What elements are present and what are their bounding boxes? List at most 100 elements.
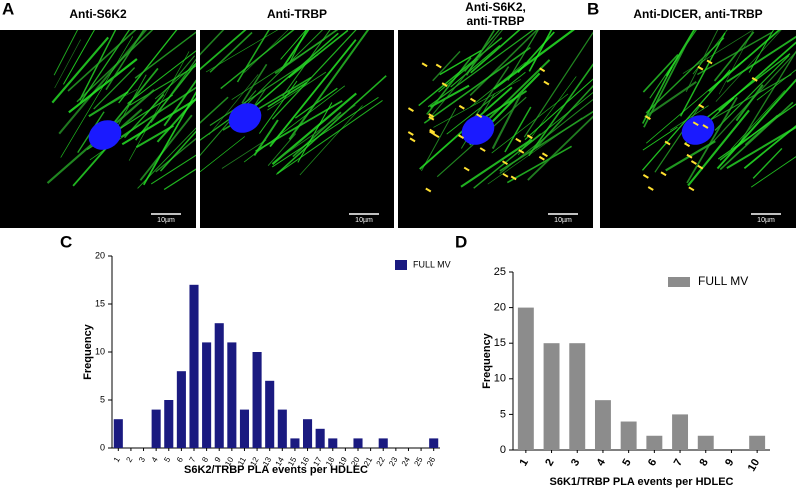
y-axis-label: Frequency <box>82 323 94 380</box>
fiber <box>200 136 245 173</box>
fiber <box>63 30 95 85</box>
fiber <box>135 124 174 149</box>
arrow <box>697 164 704 170</box>
x-tick-label: 7 <box>672 457 685 468</box>
x-tick-label: 4 <box>150 455 160 464</box>
fiber <box>275 100 383 175</box>
fiber <box>726 126 796 169</box>
fiber <box>134 31 196 79</box>
bar <box>328 438 338 448</box>
x-tick-label: 6 <box>175 455 185 464</box>
fiber <box>418 37 503 107</box>
fiber <box>714 55 790 131</box>
fiber <box>271 30 357 120</box>
y-tick-label: 10 <box>95 346 105 356</box>
fiber <box>280 104 356 158</box>
fiber <box>297 102 333 163</box>
arrow <box>751 77 758 82</box>
arrow <box>428 115 435 121</box>
fiber <box>719 101 794 171</box>
fiber <box>750 156 796 188</box>
fiber <box>79 30 117 101</box>
fiber <box>272 96 379 168</box>
y-tick-label: 25 <box>494 266 506 278</box>
bar <box>214 323 224 448</box>
fiber <box>423 46 531 124</box>
bar <box>315 428 325 448</box>
fiber <box>649 30 697 99</box>
fiber <box>200 90 257 157</box>
arrow <box>458 134 465 140</box>
fiber <box>493 30 575 90</box>
scale-label: 10µm <box>757 217 775 224</box>
bar <box>378 438 388 448</box>
panel-label: B <box>587 0 599 18</box>
fiber <box>752 147 783 179</box>
bar <box>353 438 363 448</box>
panel-label: D <box>455 232 467 251</box>
fiber <box>439 49 482 76</box>
fiber <box>58 30 148 135</box>
fiber <box>730 90 786 150</box>
legend-swatch <box>668 277 690 287</box>
fiber <box>719 112 781 161</box>
scale-label: 10µm <box>157 217 175 224</box>
fiber <box>267 81 308 108</box>
fiber <box>735 84 764 122</box>
fiber <box>524 78 593 140</box>
fiber <box>429 84 470 108</box>
x-tick-label: 24 <box>400 455 413 468</box>
fiber <box>299 105 363 176</box>
fiber <box>756 69 796 101</box>
fiber <box>67 30 137 92</box>
x-tick-label: 3 <box>569 457 582 468</box>
fiber <box>743 124 796 169</box>
x-tick-label: 2 <box>124 455 134 464</box>
fiber <box>687 109 750 187</box>
fiber <box>243 85 346 163</box>
arrow <box>429 130 436 136</box>
fiber <box>127 50 196 104</box>
arrow <box>501 160 509 166</box>
bar <box>227 342 237 448</box>
y-tick-label: 20 <box>494 302 506 314</box>
panel-label: C <box>60 232 72 251</box>
fiber <box>159 130 196 172</box>
fiber <box>163 79 196 127</box>
fiber <box>528 30 553 72</box>
arrow <box>644 115 651 120</box>
fiber <box>460 138 533 188</box>
fiber <box>464 30 500 72</box>
image-bg <box>398 30 593 228</box>
y-tick-label: 20 <box>95 250 105 260</box>
fiber <box>517 31 555 74</box>
x-tick-label: 1 <box>112 455 122 464</box>
fiber <box>271 92 357 165</box>
x-tick-label: 2 <box>543 457 556 468</box>
nucleus <box>681 115 715 145</box>
bar <box>594 400 611 450</box>
fiber <box>129 65 196 106</box>
fiber <box>426 57 472 115</box>
fiber <box>205 30 279 73</box>
x-tick-label: 9 <box>213 455 223 464</box>
fiber <box>679 32 726 117</box>
fiber <box>200 96 229 124</box>
fiber <box>499 98 593 174</box>
x-axis-label: S6K1/TRBP PLA events per HDLEC <box>550 476 734 488</box>
fiber <box>60 36 134 158</box>
fiber <box>433 79 521 128</box>
scale-label: 10µm <box>355 217 373 224</box>
arrow <box>428 113 435 118</box>
fiber <box>715 30 782 102</box>
arrow <box>706 59 713 65</box>
arrow <box>684 142 691 148</box>
fiber <box>253 119 279 156</box>
fiber <box>123 94 165 139</box>
fiber <box>523 31 593 138</box>
fiber <box>221 139 267 169</box>
bar <box>517 307 534 450</box>
y-tick-label: 15 <box>95 298 105 308</box>
y-tick-label: 0 <box>500 444 506 456</box>
arrow <box>664 140 671 146</box>
